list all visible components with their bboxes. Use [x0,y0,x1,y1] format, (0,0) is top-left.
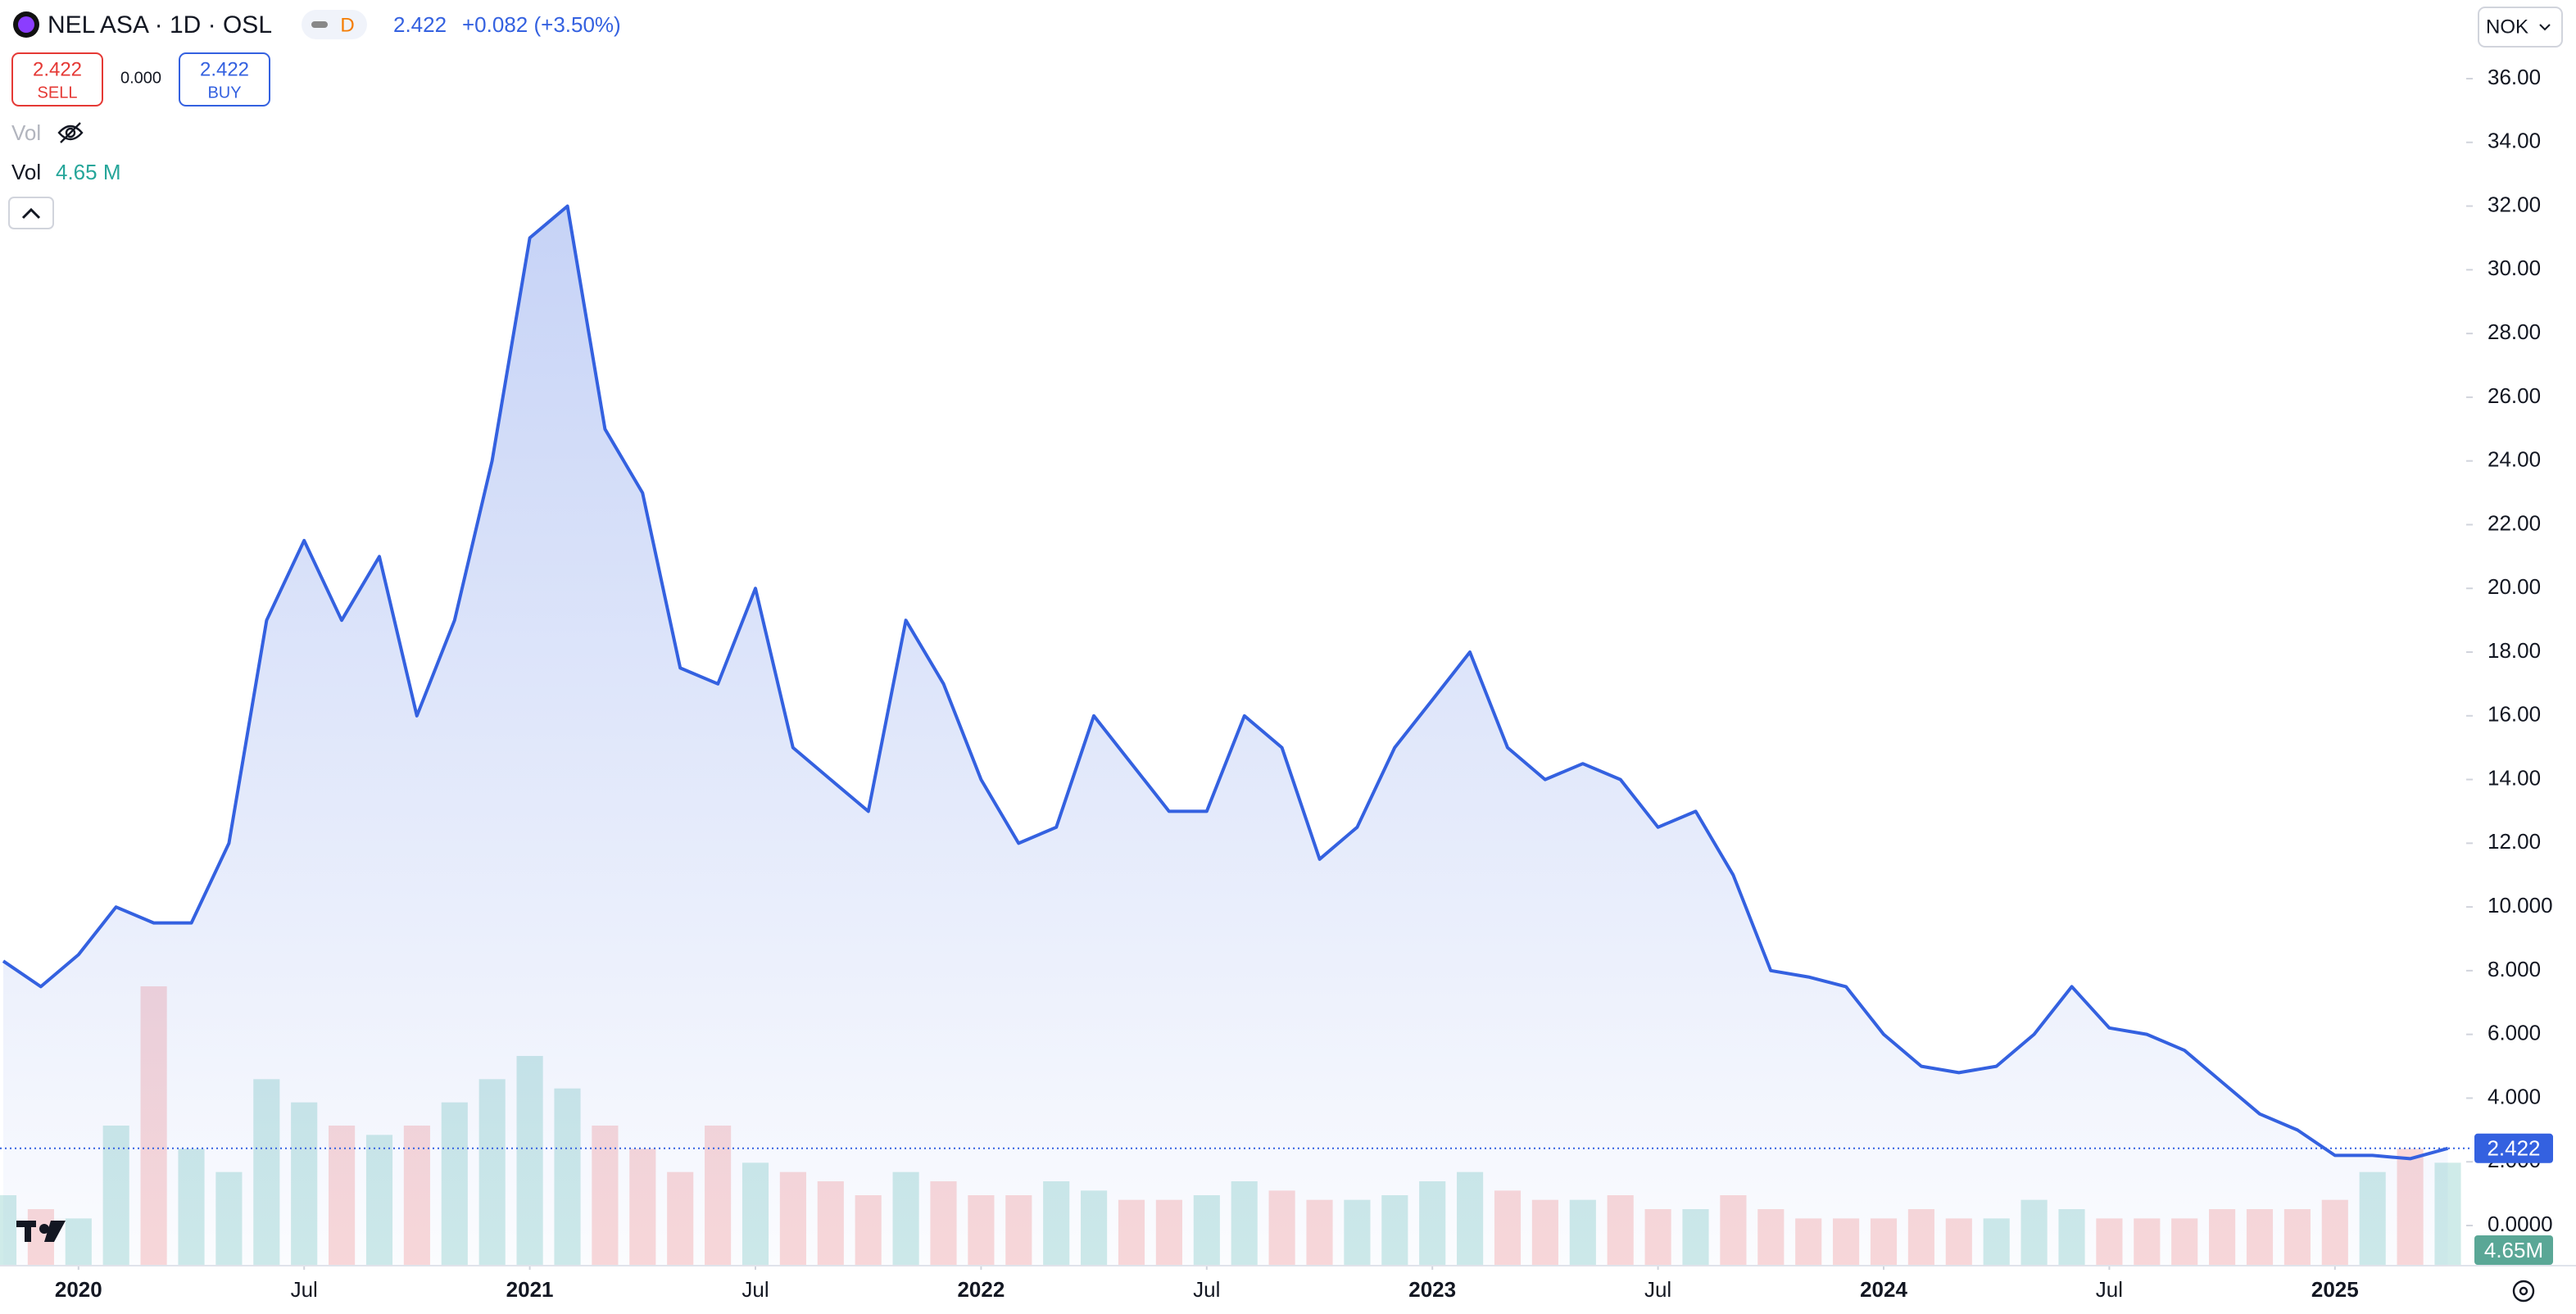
x-tick-label: 2023 [1408,1277,1456,1302]
y-tick-label: 18.00 [2488,638,2541,663]
plot-area: 0.00002.0004.0006.0008.00010.00012.0014.… [0,65,2576,1302]
buy-price: 2.422 [200,58,249,80]
x-tick-label: Jul [291,1277,318,1302]
y-tick-label: 16.00 [2488,702,2541,727]
x-tick-label: 2022 [957,1277,1005,1302]
x-tick-label: 2021 [506,1277,554,1302]
y-tick-label: 22.00 [2488,510,2541,535]
x-tick-label: Jul [1644,1277,1671,1302]
buy-label: BUY [207,84,241,102]
y-tick-label: 14.00 [2488,765,2541,790]
y-tick-label: 24.00 [2488,447,2541,472]
sell-button[interactable] [11,52,103,106]
collapse-button[interactable] [8,197,54,229]
currency: NOK [2486,16,2528,38]
sell-price: 2.422 [33,58,82,80]
last-price-tag: 2.422 [2487,1136,2540,1161]
volume-tag-bg [2474,1235,2553,1265]
y-tick-label: 32.00 [2488,192,2541,216]
badge-pill [302,10,367,39]
badge-dash [311,21,328,28]
symbol-logo-inner [18,16,34,33]
y-tick-label: 10.000 [2488,893,2553,918]
badge: D [340,14,354,36]
last-price-tag-bg [2474,1133,2553,1163]
collapse-icon [21,207,41,220]
sell-label: SELL [38,84,78,102]
currency-caret [2539,24,2551,31]
x-tick-label: Jul [2096,1277,2123,1302]
y-tick-label: 36.00 [2488,65,2541,89]
area-fill [3,206,2448,1266]
y-tick-label: 20.00 [2488,574,2541,599]
y-tick-label: 4.000 [2488,1084,2541,1108]
volume-indicator: Vol [11,160,41,184]
y-tick-label: 8.000 [2488,957,2541,981]
y-tick-label: 12.00 [2488,829,2541,854]
x-tick-label: Jul [1193,1277,1220,1302]
y-tick-label: 0.0000 [2488,1212,2553,1236]
currency-select[interactable] [2478,7,2563,48]
brand-logo [16,1221,66,1242]
price-change: +0.082 (+3.50%) [462,12,621,37]
y-tick-label: 28.00 [2488,319,2541,344]
volume-value: 4.65 M [56,160,121,184]
x-tick-label: 2020 [55,1277,102,1302]
y-tick-label: 26.00 [2488,383,2541,408]
spread: 0.000 [120,69,161,87]
y-tick-label: 6.000 [2488,1021,2541,1045]
buy-button[interactable] [179,52,270,106]
symbol-title[interactable]: NEL ASA · 1D · OSL [48,11,272,39]
x-tick-label: 2025 [2311,1277,2359,1302]
visibility-icon[interactable] [57,122,84,143]
y-tick-label: 34.00 [2488,129,2541,153]
volume-tag: 4.65M [2484,1238,2543,1262]
price-line [2,204,2449,1161]
x-tick-label: Jul [742,1277,769,1302]
settings-icon[interactable] [2512,1280,2535,1303]
last-price: 2.422 [393,12,447,37]
x-tick-label: 2024 [1860,1277,1907,1302]
y-tick-label: 30.00 [2488,256,2541,280]
hidden-indicator: Vol [11,120,41,145]
